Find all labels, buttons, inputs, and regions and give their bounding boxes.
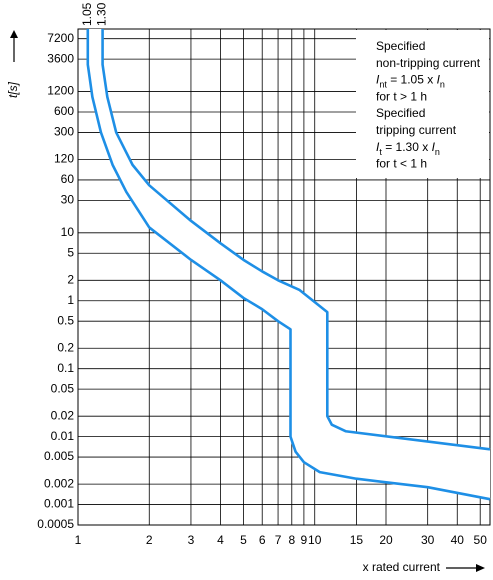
- annotation-text: for t < 1 h: [376, 157, 427, 171]
- series-label: 1.05: [80, 2, 94, 26]
- annotation-part: I: [432, 140, 436, 154]
- x-tick-label: 4: [217, 533, 224, 547]
- x-tick-label: 50: [474, 533, 488, 547]
- x-tick-label: 2: [146, 533, 153, 547]
- x-axis-arrowhead: [476, 564, 485, 572]
- y-axis-label: t[s]: [6, 81, 20, 98]
- annotation-text: Specified: [376, 106, 425, 120]
- y-tick-label: 300: [54, 125, 74, 139]
- y-axis-arrowhead: [10, 30, 18, 38]
- annotation-part: n: [440, 80, 445, 90]
- annotation-text: Int = 1.05 x In: [376, 73, 445, 90]
- annotation-text: tripping current: [376, 123, 457, 137]
- annotation-text: non-tripping current: [376, 56, 481, 70]
- annotation-part: for t > 1 h: [376, 90, 427, 104]
- x-tick-label: 8: [288, 533, 295, 547]
- annotation-part: for t < 1 h: [376, 157, 427, 171]
- x-tick-label: 5: [240, 533, 247, 547]
- x-tick-label: 7: [275, 533, 282, 547]
- plot: [86, 29, 491, 501]
- annotation-part: Specified: [376, 39, 425, 53]
- curve: [101, 29, 491, 451]
- x-tick-label: 30: [421, 533, 435, 547]
- y-tick-label: 0.0005: [37, 517, 74, 531]
- y-tick-label: 1200: [47, 84, 74, 98]
- grid: [77, 28, 491, 526]
- x-axis-label: x rated current: [363, 560, 441, 574]
- x-tick-label: 6: [259, 533, 266, 547]
- y-tick-label: 0.05: [51, 381, 75, 395]
- y-tick-label: 3600: [47, 51, 74, 65]
- x-tick-label: 40: [451, 533, 465, 547]
- annotation-text: for t > 1 h: [376, 90, 427, 104]
- annotation-text: It = 1.30 x In: [376, 140, 440, 157]
- annotation-text: Specified: [376, 39, 425, 53]
- annotation-part: non-tripping current: [376, 56, 481, 70]
- annotation-part: t: [379, 147, 382, 157]
- x-tick-label: 3: [188, 533, 195, 547]
- annotation-part: Specified: [376, 106, 425, 120]
- x-tick-label: 20: [379, 533, 393, 547]
- y-tick-label: 0.02: [51, 408, 75, 422]
- y-tick-label: 30: [61, 193, 75, 207]
- y-tick-label: 60: [61, 172, 75, 186]
- y-tick-label: 5: [67, 245, 74, 259]
- curve: [86, 29, 491, 501]
- y-tick-label: 2: [67, 272, 74, 286]
- y-tick-label: 0.1: [57, 361, 74, 375]
- y-tick-label: 0.5: [57, 313, 74, 327]
- x-tick-label: 1: [75, 533, 82, 547]
- annotation-box: [356, 30, 489, 178]
- y-tick-label: 0.005: [44, 449, 74, 463]
- x-tick-label: 10: [308, 533, 322, 547]
- y-tick-label: 120: [54, 152, 74, 166]
- y-tick-label: 600: [54, 104, 74, 118]
- annotation-part: I: [376, 73, 380, 87]
- annotation-part: n: [435, 147, 440, 157]
- annotation-part: = 1.05 x: [387, 73, 437, 87]
- y-tick-label: 7200: [47, 31, 74, 45]
- x-tick-label: 15: [350, 533, 364, 547]
- y-tick-label: 0.01: [51, 429, 75, 443]
- y-tick-label: 10: [61, 225, 75, 239]
- annotation-part: I: [437, 73, 441, 87]
- y-tick-label: 1: [67, 293, 74, 307]
- annotation-part: = 1.30 x: [382, 140, 432, 154]
- series-label: 1.30: [95, 2, 109, 26]
- annotation-part: tripping current: [376, 123, 457, 137]
- annotation-part: I: [376, 140, 380, 154]
- y-tick-label: 0.002: [44, 476, 74, 490]
- y-tick-label: 0.2: [57, 340, 74, 354]
- band: [87, 29, 490, 500]
- annotation-part: nt: [379, 80, 387, 90]
- x-tick-label: 9: [301, 533, 308, 547]
- y-tick-label: 0.001: [44, 497, 74, 511]
